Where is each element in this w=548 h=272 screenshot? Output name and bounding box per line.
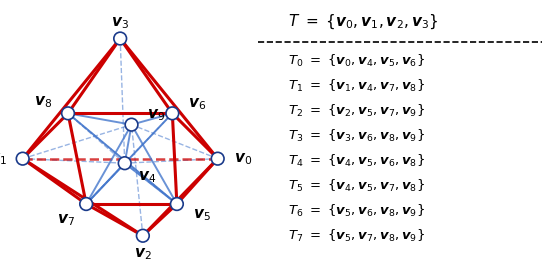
Circle shape [170,198,183,210]
Text: $\boldsymbol{v}_6$: $\boldsymbol{v}_6$ [188,96,207,112]
Text: $\boldsymbol{v}_9$: $\boldsymbol{v}_9$ [147,108,165,123]
Text: $T \ = \ \{\boldsymbol{v}_{0}, \boldsymbol{v}_{1}, \boldsymbol{v}_{2}, \boldsymb: $T \ = \ \{\boldsymbol{v}_{0}, \boldsymb… [288,13,438,31]
Text: $T_{0} \ = \ \{\boldsymbol{v}_{0}, \boldsymbol{v}_{4}, \boldsymbol{v}_{5}, \bold: $T_{0} \ = \ \{\boldsymbol{v}_{0}, \bold… [288,53,425,69]
Text: $T_{3} \ = \ \{\boldsymbol{v}_{3}, \boldsymbol{v}_{6}, \boldsymbol{v}_{8}, \bold: $T_{3} \ = \ \{\boldsymbol{v}_{3}, \bold… [288,128,425,144]
Text: $\boldsymbol{v}_2$: $\boldsymbol{v}_2$ [134,246,152,262]
Text: $T_{6} \ = \ \{\boldsymbol{v}_{5}, \boldsymbol{v}_{6}, \boldsymbol{v}_{8}, \bold: $T_{6} \ = \ \{\boldsymbol{v}_{5}, \bold… [288,203,425,220]
Text: $T_{1} \ = \ \{\boldsymbol{v}_{1}, \boldsymbol{v}_{4}, \boldsymbol{v}_{7}, \bold: $T_{1} \ = \ \{\boldsymbol{v}_{1}, \bold… [288,78,425,94]
Circle shape [80,198,93,210]
Text: $T_{5} \ = \ \{\boldsymbol{v}_{4}, \boldsymbol{v}_{5}, \boldsymbol{v}_{7}, \bold: $T_{5} \ = \ \{\boldsymbol{v}_{4}, \bold… [288,178,425,194]
Circle shape [118,157,131,169]
Circle shape [212,152,224,165]
Circle shape [125,118,138,131]
Text: $\boldsymbol{v}_5$: $\boldsymbol{v}_5$ [193,208,210,223]
Text: $\boldsymbol{v}_7$: $\boldsymbol{v}_7$ [57,212,75,228]
Text: $\boldsymbol{v}_4$: $\boldsymbol{v}_4$ [138,169,157,185]
Text: $\boldsymbol{v}_0$: $\boldsymbol{v}_0$ [233,151,252,166]
Text: $\boldsymbol{v}_8$: $\boldsymbol{v}_8$ [34,94,52,110]
Circle shape [62,107,75,120]
Circle shape [16,152,29,165]
Circle shape [114,32,127,45]
Text: $\boldsymbol{v}_3$: $\boldsymbol{v}_3$ [111,15,129,30]
Text: $T_{4} \ = \ \{\boldsymbol{v}_{4}, \boldsymbol{v}_{5}, \boldsymbol{v}_{6}, \bold: $T_{4} \ = \ \{\boldsymbol{v}_{4}, \bold… [288,153,425,169]
Circle shape [166,107,179,120]
Text: $\boldsymbol{v}_1$: $\boldsymbol{v}_1$ [0,151,7,166]
Circle shape [136,229,149,242]
Text: $T_{2} \ = \ \{\boldsymbol{v}_{2}, \boldsymbol{v}_{5}, \boldsymbol{v}_{7}, \bold: $T_{2} \ = \ \{\boldsymbol{v}_{2}, \bold… [288,103,425,119]
Text: $T_{7} \ = \ \{\boldsymbol{v}_{5}, \boldsymbol{v}_{7}, \boldsymbol{v}_{8}, \bold: $T_{7} \ = \ \{\boldsymbol{v}_{5}, \bold… [288,228,425,245]
